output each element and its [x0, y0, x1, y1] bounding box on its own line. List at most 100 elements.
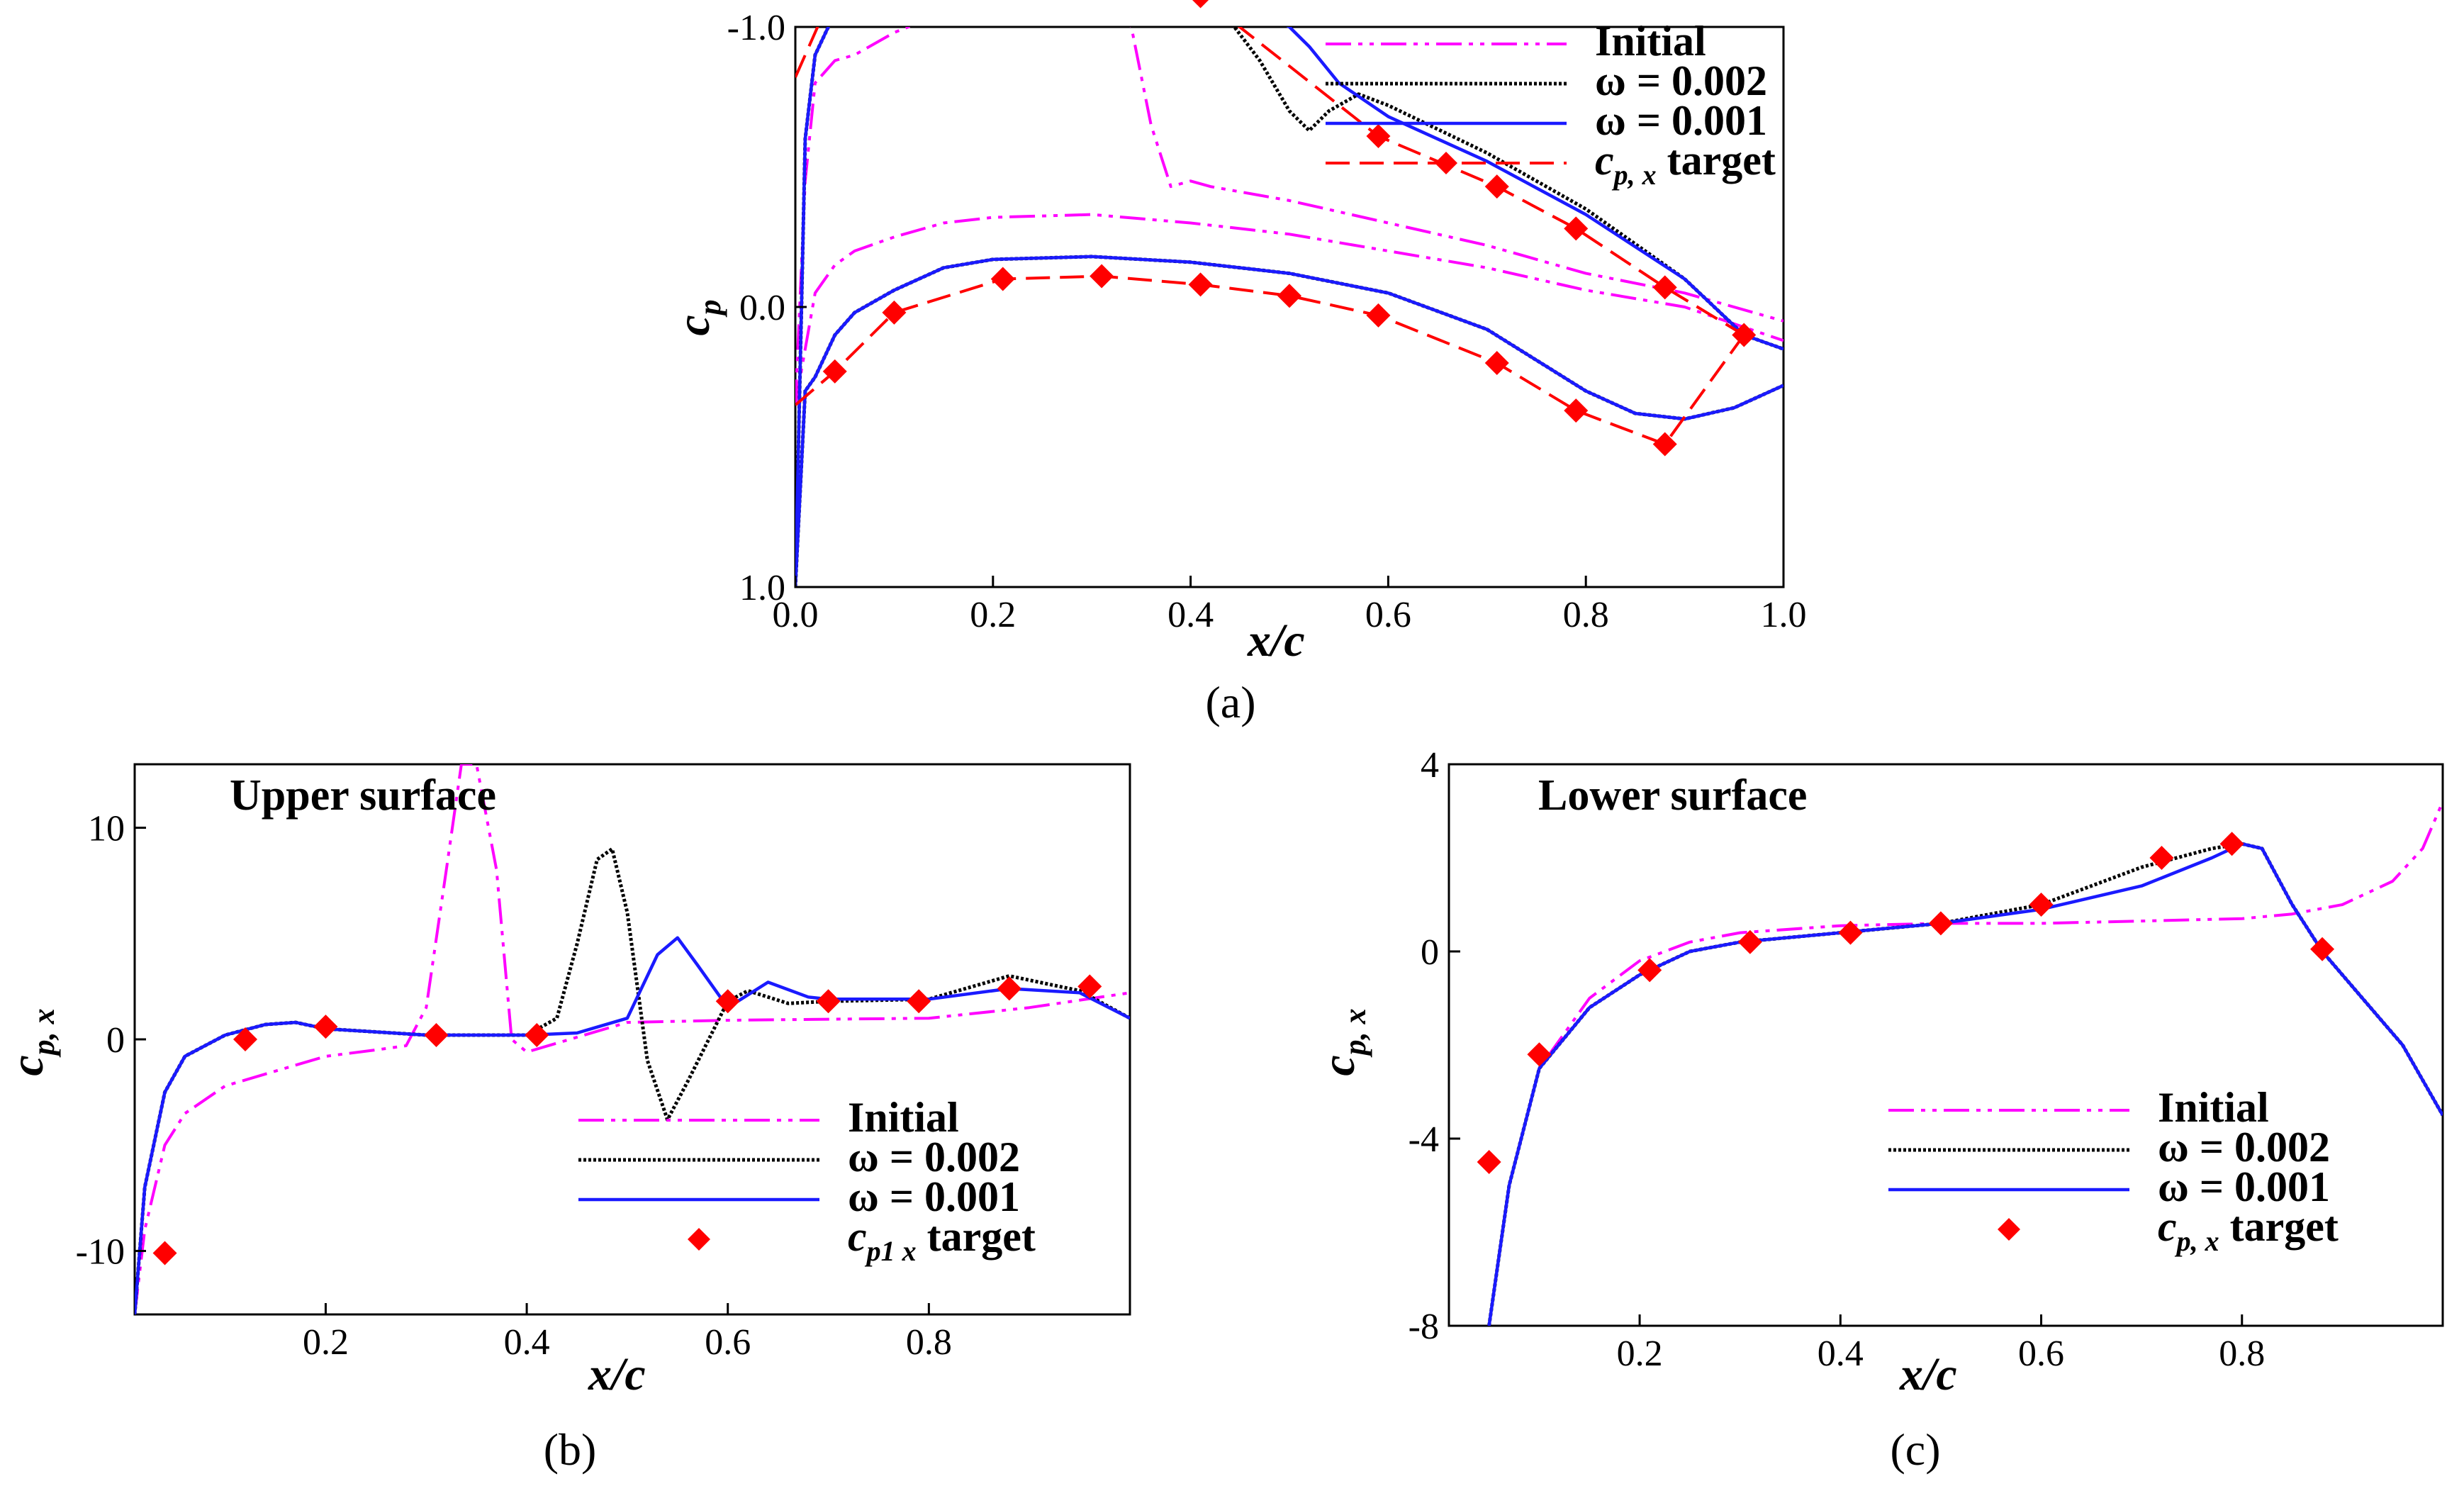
chart-c-xtick-label: 0.6	[2018, 1334, 2064, 1374]
chart-c-ytick-label: -8	[1409, 1307, 1439, 1347]
chart-b-xtick-label: 0.4	[504, 1322, 550, 1363]
chart-b-xtick-label: 0.2	[303, 1322, 349, 1363]
chart-c-legend-marker	[1998, 1218, 2020, 1241]
chart-b-ticks: 0.2 0.4 0.6 0.8 -10 0 10	[76, 809, 952, 1363]
chart-a-ytick-label: -1.0	[727, 8, 785, 48]
chart-c-xlabel: x/c	[1899, 1348, 1957, 1400]
chart-c-target-point	[2149, 846, 2174, 870]
chart-a-xtick-label: 0.4	[1167, 595, 1214, 635]
chart-c-ylabel-sub: p, x	[1338, 1008, 1372, 1058]
chart-a-legend-label: ω = 0.001	[1595, 97, 1767, 144]
chart-c-legend-label-main: c	[2158, 1203, 2177, 1250]
chart-a-xtick-label: 0.8	[1563, 595, 1609, 635]
chart-a-target-point	[1484, 351, 1509, 375]
chart-b-line--0-001	[135, 936, 1130, 1314]
chart-a-xtick-label: 0.6	[1365, 595, 1411, 635]
chart-b-target-point	[816, 989, 841, 1014]
chart-b-legend-label: ω = 0.002	[848, 1134, 1020, 1180]
chart-c-ylabel: cp, x	[1313, 1008, 1372, 1076]
chart-c-target-point	[1527, 1042, 1552, 1067]
chart-c-ticks: 0.2 0.4 0.6 0.8 -8 -4 0 4	[1409, 745, 2266, 1374]
chart-a-ylabel: cp	[668, 299, 727, 335]
chart-a-legend-label: Initial	[1595, 18, 1706, 65]
chart-a-xlabel: x/c	[1247, 615, 1305, 666]
chart-a-ytick-label: 1.0	[739, 568, 785, 608]
chart-c-target-point	[1637, 958, 1662, 983]
chart-b-markers	[152, 974, 1102, 1266]
chart-a-line--0-002-upper	[795, 27, 1783, 587]
chart-c-line--0-001	[1487, 842, 2443, 1326]
chart-c-target-point	[1737, 929, 1762, 954]
chart-a-target-point	[1564, 398, 1589, 423]
chart-c-target-point	[1928, 911, 1953, 936]
chart-b-target-point	[1077, 974, 1102, 999]
chart-a: 0.0 0.2 0.4 0.6 0.8 1.0-1.00.01.0 x/c cp Init…	[668, 0, 1807, 727]
chart-a-target-point	[990, 267, 1015, 291]
chart-c-legend-label-rest: target	[2219, 1203, 2339, 1250]
chart-a-legend-marker	[1435, 152, 1457, 174]
chart-b-title: Upper surface	[230, 771, 496, 820]
chart-b-ylabel: cp, x	[1, 1008, 61, 1076]
chart-a-line-initial-upper	[795, 27, 1783, 406]
chart-b-xlabel: x/c	[588, 1348, 646, 1400]
chart-a-panel-label: (a)	[1205, 677, 1255, 727]
chart-b-xtick-label: 0.8	[906, 1322, 952, 1363]
chart-c: 0.2 0.4 0.6 0.8-8-404 Lower surface x/c cp,…	[1313, 745, 2444, 1475]
svg-text:cp, x: cp, x	[1313, 1008, 1372, 1076]
chart-a-target-point	[1652, 275, 1677, 300]
chart-b-target-point	[424, 1023, 449, 1048]
chart-a-target-point	[1652, 432, 1677, 457]
chart-c-target-point	[2310, 937, 2335, 961]
chart-b-ytick-label: 10	[88, 809, 125, 849]
chart-a-target-point	[1277, 284, 1301, 308]
chart-b-ylabel-sub: p, x	[26, 1008, 61, 1058]
chart-a-legend-label: cp, x target	[1595, 137, 1776, 191]
svg-text:cp: cp	[668, 299, 727, 335]
chart-c-panel-label: (c)	[1890, 1424, 1940, 1475]
chart-a-target-point	[1188, 272, 1213, 297]
chart-c-legend-label: Initial	[2158, 1084, 2269, 1131]
chart-c-legend-label: ω = 0.001	[2158, 1163, 2330, 1210]
chart-b-legend-label-sub: p1 x	[865, 1235, 917, 1267]
chart-a-series	[795, 27, 1783, 587]
chart-b-legend-marker	[688, 1228, 710, 1251]
chart-a-legend-label: ω = 0.002	[1595, 57, 1767, 104]
chart-a-line--0-001-lower	[795, 255, 1783, 587]
chart-a-xtick-label: 1.0	[1761, 595, 1807, 635]
chart-c-legend-label: ω = 0.002	[2158, 1124, 2330, 1171]
chart-a-line-target-lower	[795, 274, 1745, 446]
chart-c-markers	[1477, 832, 2335, 1174]
chart-a-legend-label-main: c	[1595, 137, 1614, 184]
svg-text:cp, x: cp, x	[1, 1008, 61, 1076]
chart-b-target-point	[152, 1241, 177, 1266]
chart-b-line-initial	[135, 764, 1130, 1314]
chart-b-target-point	[233, 1027, 257, 1051]
chart-b-target-point	[525, 1023, 549, 1048]
chart-c-frame	[1447, 763, 2444, 1327]
chart-c-target-point	[1838, 920, 1863, 945]
chart-a-line-initial-lower	[795, 213, 1783, 406]
chart-a-target-point	[1484, 174, 1509, 199]
chart-a-legend-label-sub: p, x	[1612, 159, 1657, 191]
chart-c-target-point	[1477, 1150, 1501, 1174]
chart-a-ytick-label: 0.0	[739, 288, 785, 328]
chart-b-xtick-label: 0.6	[705, 1322, 751, 1363]
chart-a-line--0-001-upper	[795, 27, 1783, 587]
chart-c-xtick-label: 0.4	[1818, 1334, 1864, 1374]
chart-b-ytick-label: -10	[76, 1231, 125, 1272]
chart-a-markers	[822, 0, 1757, 457]
chart-b-target-point	[715, 989, 740, 1014]
chart-a-ylabel-sub: p	[693, 299, 727, 318]
chart-a-ylabel-main: c	[668, 315, 719, 335]
chart-a-xtick-label: 0.0	[773, 595, 819, 635]
chart-c-ytick-label: 0	[1421, 932, 1439, 973]
chart-c-xtick-label: 0.2	[1617, 1334, 1663, 1374]
chart-b-legend-label: ω = 0.001	[848, 1173, 1020, 1220]
chart-a-target-point	[1366, 303, 1391, 328]
chart-a-ticks: 0.0 0.2 0.4 0.6 0.8 1.0-1.00.01.0	[727, 8, 1807, 635]
